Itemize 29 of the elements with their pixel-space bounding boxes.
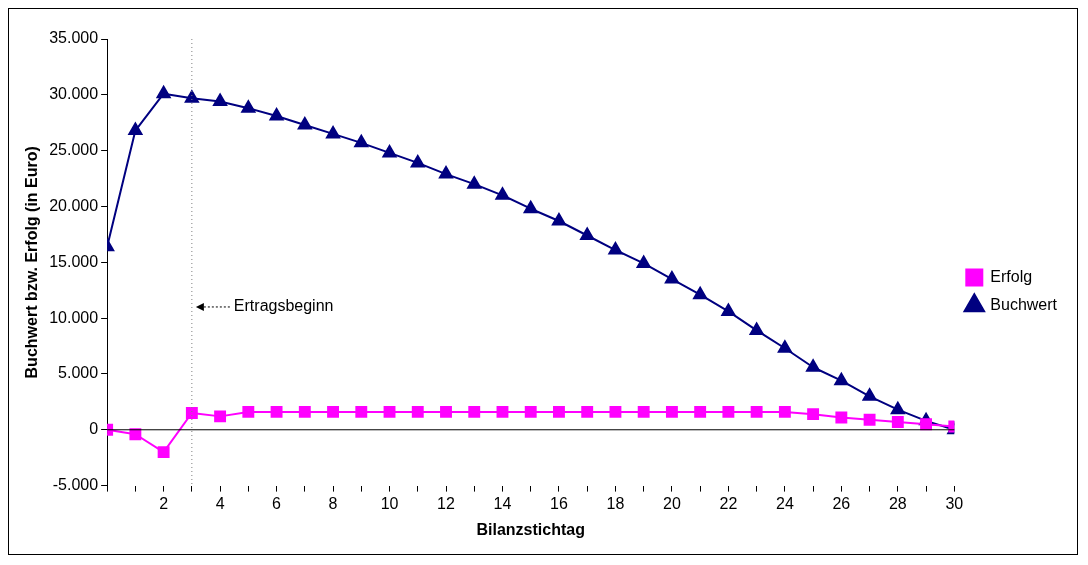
y-tick-label: 30.000: [49, 85, 99, 103]
y-tick-label: 15.000: [49, 252, 99, 270]
legend-label: Buchwert: [990, 295, 1058, 313]
x-tick-label: 28: [888, 494, 907, 512]
y-tick-label: 35.000: [49, 29, 99, 47]
x-tick-label: 2: [159, 494, 169, 512]
y-tick-label: 20.000: [49, 196, 99, 214]
y-axis-title: Buchwert bzw. Erfolg (in Euro): [23, 146, 41, 379]
x-tick-label: 18: [606, 494, 625, 512]
x-tick-label: 6: [272, 494, 282, 512]
x-tick-label: 24: [775, 494, 794, 512]
x-tick-label: 10: [380, 494, 399, 512]
x-tick-label: 16: [550, 494, 568, 512]
x-tick-label: 12: [437, 494, 455, 512]
y-tick-label: -5.000: [52, 476, 99, 494]
ref-line-label: Ertragsbeginn: [233, 297, 334, 315]
y-tick-label: 5.000: [58, 364, 99, 382]
x-tick-label: 14: [493, 494, 512, 512]
x-tick-label: 20: [663, 494, 681, 512]
x-tick-label: 4: [215, 494, 225, 512]
x-tick-label: 26: [832, 494, 851, 512]
x-axis-title: Bilanzstichtag: [476, 520, 585, 538]
y-tick-label: 25.000: [49, 141, 99, 159]
y-tick-label: 0: [89, 420, 99, 438]
x-tick-label: 30: [945, 494, 964, 512]
x-tick-label: 8: [328, 494, 338, 512]
y-tick-label: 10.000: [49, 308, 99, 326]
legend-label: Erfolg: [990, 267, 1033, 285]
x-tick-label: 22: [719, 494, 738, 512]
